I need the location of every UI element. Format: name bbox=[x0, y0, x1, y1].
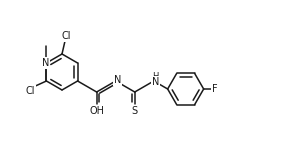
Text: Cl: Cl bbox=[26, 86, 35, 96]
Text: H: H bbox=[152, 71, 159, 81]
Text: S: S bbox=[132, 106, 138, 116]
Text: Cl: Cl bbox=[61, 31, 71, 41]
Text: N: N bbox=[114, 75, 121, 85]
Text: F: F bbox=[212, 84, 217, 94]
Text: N: N bbox=[152, 77, 160, 87]
Text: OH: OH bbox=[89, 106, 104, 116]
Text: N: N bbox=[42, 58, 49, 68]
